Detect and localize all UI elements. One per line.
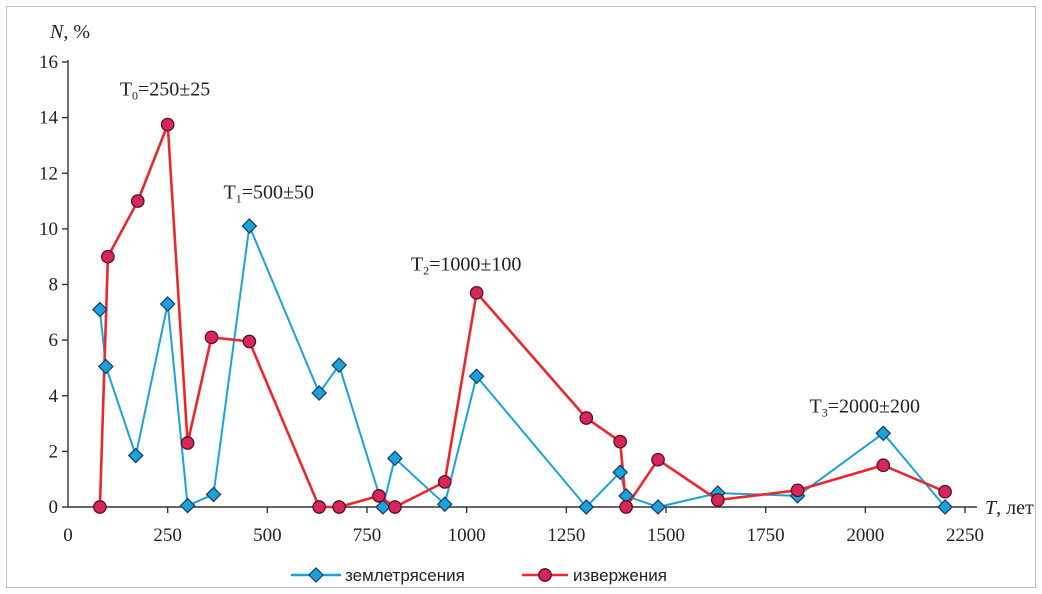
data-point-diamond (875, 425, 892, 442)
period-annotation: T1=500±50 (223, 181, 313, 205)
data-point-diamond (578, 499, 595, 515)
data-point-circle (938, 484, 952, 499)
period-annotation: T0=250±25 (120, 78, 210, 102)
data-point-circle (101, 249, 115, 264)
data-point-diamond (127, 447, 144, 464)
annotation-value: =500±50 (242, 181, 314, 203)
data-point-diamond (468, 368, 485, 385)
data-point-circle (790, 483, 805, 498)
y-ticks: 0 2 4 6 8 10 12 14 16 (39, 52, 68, 518)
data-point-circle (579, 411, 594, 425)
x-axis-title-var: T (985, 497, 998, 519)
y-tick-label: 4 (49, 386, 59, 407)
data-point-diamond (205, 486, 222, 503)
legend-marker-diamond (308, 567, 324, 583)
data-point-diamond (91, 301, 108, 318)
y-axis-title-var: N (49, 21, 65, 43)
y-tick-label: 6 (49, 330, 59, 351)
annotation-base: T (223, 181, 235, 203)
y-tick-label: 2 (49, 441, 59, 462)
x-tick-label: 1750 (747, 525, 785, 546)
series-line (98, 225, 946, 508)
legend-marker-circle (538, 568, 552, 582)
x-tick-label: 500 (253, 525, 282, 546)
y-tick-label: 10 (39, 219, 58, 240)
data-point-diamond (375, 499, 391, 515)
data-point-circle (93, 500, 107, 514)
annotation-subscript: 1 (236, 191, 242, 205)
series-earthquakes (98, 225, 946, 508)
series-layer (91, 117, 953, 515)
data-point-circle (710, 493, 725, 507)
data-point-circle (469, 285, 484, 300)
y-tick-label: 14 (39, 108, 59, 129)
data-point-diamond (937, 499, 953, 515)
annotation-subscript: 3 (822, 405, 828, 419)
data-point-circle (613, 434, 628, 449)
x-tick-label: 1000 (448, 525, 486, 546)
y-tick-label: 8 (49, 275, 59, 296)
data-point-circle (619, 500, 633, 514)
annotation-value: =2000±200 (828, 395, 920, 417)
period-annotation: T2=1000±100 (411, 254, 521, 278)
annotation-value: =250±25 (138, 78, 210, 100)
annotation-base: T (810, 395, 822, 417)
y-tick-label: 16 (39, 52, 58, 73)
data-point-diamond (650, 499, 666, 515)
data-point-diamond (179, 497, 196, 514)
legend: землетрясения извержения (291, 566, 667, 585)
x-axis-title: T, лет (985, 497, 1034, 519)
annotation-base: T (120, 78, 132, 100)
data-point-diamond (241, 218, 258, 235)
x-tick-label: 1250 (547, 525, 585, 546)
legend-label-earthquakes: землетрясения (345, 566, 465, 585)
data-point-diamond (612, 464, 629, 481)
series-markers-earthquakes (91, 218, 953, 515)
y-tick-label: 0 (49, 497, 59, 518)
data-point-circle (876, 458, 891, 473)
y-tick-label: 12 (39, 163, 58, 184)
data-point-diamond (311, 385, 328, 401)
data-point-diamond (97, 358, 114, 375)
data-point-circle (160, 117, 175, 132)
y-axis-title: N, % (49, 21, 90, 43)
x-tick-label: 0 (63, 525, 73, 546)
data-point-circle (651, 452, 665, 467)
x-tick-label: 2250 (946, 525, 984, 546)
annotation-value: =1000±100 (429, 254, 521, 276)
legend-item-earthquakes: землетрясения (291, 566, 465, 585)
x-tick-label: 2000 (846, 525, 884, 546)
annotation-subscript: 2 (423, 264, 429, 278)
data-point-diamond (331, 357, 348, 374)
data-point-circle (242, 334, 257, 349)
x-axis-title-unit: , лет (996, 497, 1034, 519)
data-point-circle (204, 330, 219, 345)
x-tick-label: 1500 (647, 525, 685, 546)
data-point-diamond (386, 450, 403, 467)
data-point-circle (180, 436, 195, 450)
data-point-circle (332, 500, 346, 514)
data-point-circle (312, 500, 327, 514)
x-ticks: 0 250 500 750 1000 1250 1500 1750 2000 2250 (63, 507, 984, 546)
x-tick-label: 250 (153, 525, 182, 546)
data-point-circle (388, 500, 402, 514)
legend-label-eruptions: извержения (573, 566, 667, 585)
annotation-subscript: 0 (132, 88, 138, 102)
data-point-circle (437, 475, 452, 489)
annotation-base: T (411, 254, 423, 276)
data-point-circle (372, 489, 386, 503)
period-annotation: T3=2000±200 (810, 395, 920, 419)
x-tick-label: 750 (353, 525, 382, 546)
data-point-diamond (436, 496, 453, 513)
data-point-diamond (159, 296, 176, 312)
data-point-circle (130, 194, 145, 208)
legend-item-eruptions: извержения (522, 566, 667, 585)
series-markers-eruptions (93, 117, 952, 514)
y-axis-title-unit: , % (63, 21, 90, 43)
